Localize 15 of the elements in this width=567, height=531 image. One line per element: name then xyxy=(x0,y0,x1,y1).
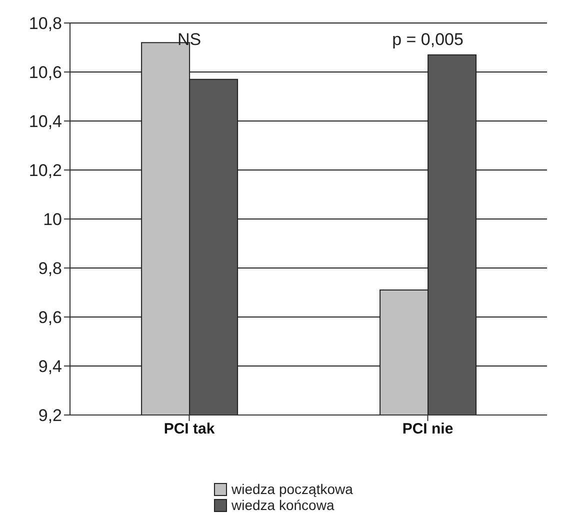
y-tick-label: 10,8 xyxy=(28,14,62,34)
legend-label: wiedza początkowa xyxy=(232,481,353,497)
y-tick-label: 10 xyxy=(43,210,62,230)
y-tick-label: 10,2 xyxy=(28,161,62,180)
y-tick-label: 9,2 xyxy=(38,406,62,426)
legend-label: wiedza końcowa xyxy=(232,497,334,513)
x-tick-label: PCI nie xyxy=(402,420,454,438)
y-tick-label: 9,4 xyxy=(38,357,62,376)
x-tick-label: PCI tak xyxy=(164,420,216,438)
y-tick-label: 10,6 xyxy=(28,63,62,82)
y-tick-label: 9,6 xyxy=(38,308,62,328)
y-tick-label: 9,8 xyxy=(38,259,62,278)
y-tick-label: 10,4 xyxy=(28,112,62,132)
annotation: p = 0,005 xyxy=(392,30,464,50)
annotation: NS xyxy=(177,30,202,50)
